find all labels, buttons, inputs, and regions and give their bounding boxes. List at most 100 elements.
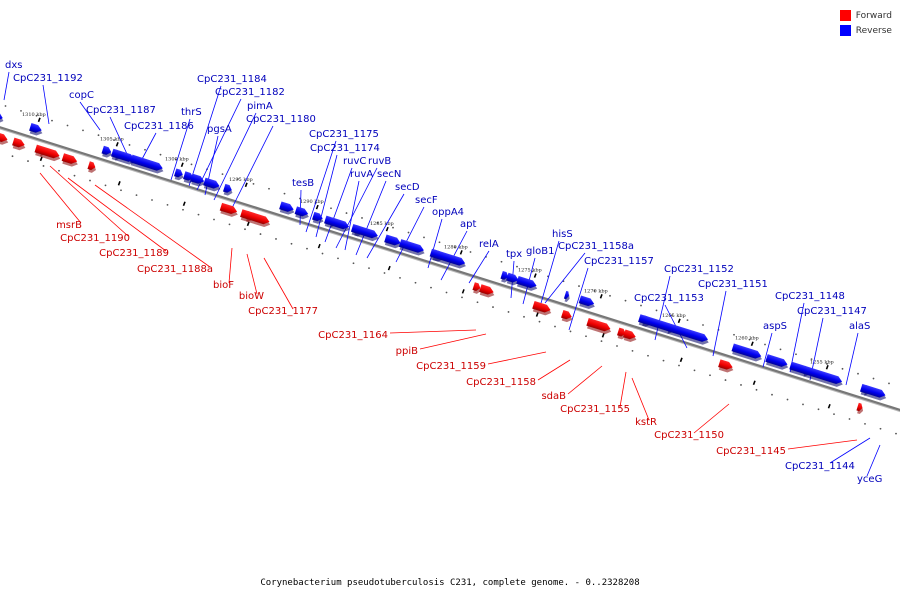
reverse-gene-arrow xyxy=(429,248,466,269)
gene-label-secn[interactable]: secN xyxy=(377,169,401,180)
gene-label-apt[interactable]: apt xyxy=(460,219,476,230)
track-dot xyxy=(321,252,324,255)
gene-label-cpc231-1188a[interactable]: CpC231_1188a xyxy=(137,264,213,275)
gene-label-cpc231-1192[interactable]: CpC231_1192 xyxy=(13,73,83,84)
track-dot xyxy=(283,192,286,195)
tick-label: 1300 kbp xyxy=(165,157,189,163)
tick-mark xyxy=(182,201,186,207)
gene-label-cpc231-1190[interactable]: CpC231_1190 xyxy=(60,233,130,244)
tick-mark xyxy=(387,265,391,271)
gene-label-cpc231-1187[interactable]: CpC231_1187 xyxy=(86,105,156,116)
label-connector xyxy=(366,193,405,259)
gene-label-cpc231-1159[interactable]: CpC231_1159 xyxy=(416,361,486,372)
gene-label-cpc231-1182[interactable]: CpC231_1182 xyxy=(215,87,285,98)
tick-mark xyxy=(461,289,465,294)
gene-label-secf[interactable]: secF xyxy=(415,195,438,206)
gene-label-cpc231-1175[interactable]: CpC231_1175 xyxy=(309,129,379,140)
gene-label-cpc231-1174[interactable]: CpC231_1174 xyxy=(310,143,380,154)
gene-label-thrs[interactable]: thrS xyxy=(181,107,202,118)
track-dot xyxy=(895,432,897,435)
gene-label-pgsa[interactable]: pgsA xyxy=(207,124,232,135)
label-connector xyxy=(246,253,258,295)
gene-label-yceg[interactable]: yceG xyxy=(857,474,882,485)
tick-mark xyxy=(317,243,321,249)
track-dot xyxy=(826,363,828,365)
gene-label-tpx[interactable]: tpx xyxy=(506,249,522,260)
gene-label-ruvc[interactable]: ruvC xyxy=(343,156,366,167)
reverse-gene-arrow xyxy=(578,295,595,309)
track-dot xyxy=(655,309,658,312)
label-connector xyxy=(305,140,337,233)
gene-label-biof[interactable]: bioF xyxy=(213,280,234,291)
track-dot xyxy=(135,194,138,197)
gene-label-copc[interactable]: copC xyxy=(69,90,94,101)
gene-label-oppa4[interactable]: oppA4 xyxy=(432,207,464,218)
gene-label-glob1[interactable]: gloB1 xyxy=(526,246,554,257)
gene-label-sdab[interactable]: sdaB xyxy=(541,391,566,402)
track-dot xyxy=(120,189,122,192)
gene-label-cpc231-1186[interactable]: CpC231_1186 xyxy=(124,121,194,132)
track-dot xyxy=(609,294,611,297)
forward-gene-arrow xyxy=(623,329,637,343)
track-dot xyxy=(252,182,255,185)
label-connector xyxy=(693,403,730,434)
track-dot xyxy=(833,413,835,416)
gene-label-ppib[interactable]: ppiB xyxy=(396,346,418,357)
gene-label-cpc231-1145[interactable]: CpC231_1145 xyxy=(716,446,786,457)
track-dot xyxy=(500,260,503,263)
track-dot xyxy=(430,286,432,289)
label-connector xyxy=(140,132,157,162)
tick-label: 1290 kbp xyxy=(300,199,324,205)
gene-label-pima[interactable]: pimA xyxy=(247,101,273,112)
label-connector xyxy=(344,180,360,251)
gene-label-ruvb[interactable]: ruvB xyxy=(368,156,391,167)
gene-label-cpc231-1155[interactable]: CpC231_1155 xyxy=(560,404,630,415)
gene-label-cpc231-1184[interactable]: CpC231_1184 xyxy=(197,74,267,85)
gene-label-cpc231-1151[interactable]: CpC231_1151 xyxy=(698,279,768,290)
track-dot xyxy=(213,218,215,221)
gene-label-cpc231-1150[interactable]: CpC231_1150 xyxy=(654,430,724,441)
gene-label-alas[interactable]: alaS xyxy=(849,321,870,332)
gene-label-secd[interactable]: secD xyxy=(395,182,420,193)
tick-mark xyxy=(180,162,184,168)
forward-gene-arrow xyxy=(586,317,612,335)
gene-label-cpc231-1164[interactable]: CpC231_1164 xyxy=(318,330,388,341)
gene-label-biow[interactable]: bioW xyxy=(239,291,264,302)
gene-label-tesb[interactable]: tesB xyxy=(292,178,314,189)
gene-label-cpc231-1157[interactable]: CpC231_1157 xyxy=(584,256,654,267)
gene-label-cpc231-1144[interactable]: CpC231_1144 xyxy=(785,461,855,472)
track-dot xyxy=(244,228,246,231)
track-dot xyxy=(345,212,348,214)
gene-label-cpc231-1147[interactable]: CpC231_1147 xyxy=(797,306,867,317)
gene-label-kstr[interactable]: kstR xyxy=(635,417,657,428)
gene-label-cpc231-1180[interactable]: CpC231_1180 xyxy=(246,114,316,125)
track-dot xyxy=(469,251,472,253)
gene-label-rela[interactable]: relA xyxy=(479,239,499,250)
gene-label-cpc231-1148[interactable]: CpC231_1148 xyxy=(775,291,845,302)
gene-label-hiss[interactable]: hisS xyxy=(552,229,573,240)
gene-label-cpc231-1158a[interactable]: CpC231_1158a xyxy=(558,241,634,252)
label-connector xyxy=(419,333,487,350)
gene-label-cpc231-1177[interactable]: CpC231_1177 xyxy=(248,306,318,317)
reverse-gene-arrow xyxy=(130,154,164,174)
gene-label-msrb[interactable]: msrB xyxy=(56,220,82,231)
tick-label: 1260 kbp xyxy=(735,336,759,342)
track-dot xyxy=(438,241,441,244)
track-dot xyxy=(771,393,773,396)
gene-label-cpc231-1158[interactable]: CpC231_1158 xyxy=(466,377,536,388)
label-connector xyxy=(196,98,242,191)
gene-arrows xyxy=(0,111,887,415)
gene-label-ruva[interactable]: ruvA xyxy=(350,169,373,180)
gene-label-asps[interactable]: aspS xyxy=(763,321,787,332)
label-connector xyxy=(213,112,257,201)
gene-label-dxs[interactable]: dxs xyxy=(5,60,22,71)
reverse-gene-arrow xyxy=(506,272,520,286)
tick-mark xyxy=(315,204,319,210)
track-dot xyxy=(166,203,169,206)
gene-label-cpc231-1152[interactable]: CpC231_1152 xyxy=(664,264,734,275)
gene-label-cpc231-1153[interactable]: CpC231_1153 xyxy=(634,293,704,304)
forward-gene-arrow xyxy=(61,153,78,167)
tick-mark xyxy=(601,333,605,338)
track-dot xyxy=(492,306,494,308)
gene-label-cpc231-1189[interactable]: CpC231_1189 xyxy=(99,248,169,259)
